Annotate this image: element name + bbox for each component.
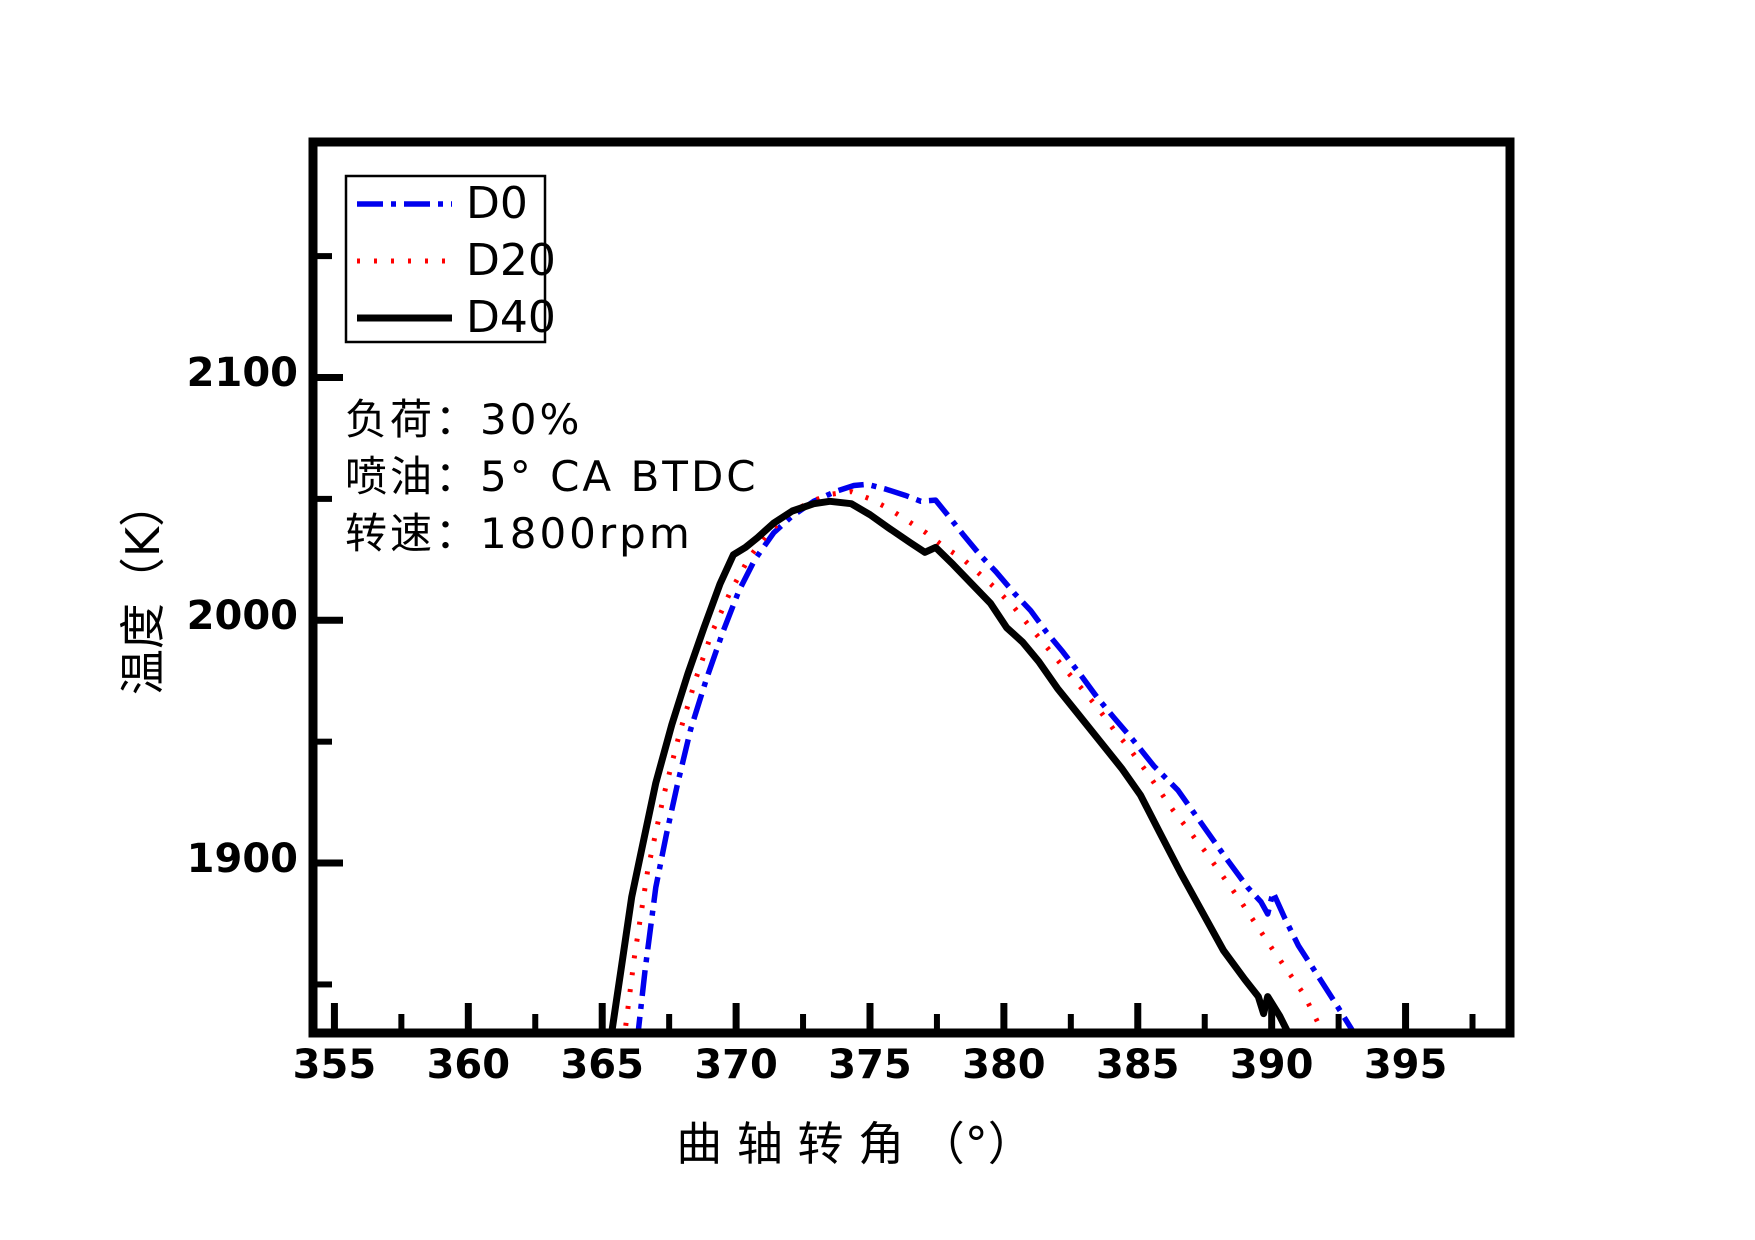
y-tick-label: 2000 (186, 593, 298, 640)
x-tick-label: 395 (1363, 1042, 1448, 1088)
plot-border (308, 137, 1515, 1038)
x-tick-label: 385 (1096, 1042, 1180, 1088)
x-tick-label: 370 (694, 1042, 778, 1088)
y-tick-label: 2100 (186, 350, 298, 397)
legend-label-d0: D0 (466, 178, 528, 229)
legend-label-d40: D40 (466, 292, 556, 343)
series-d40-line (608, 497, 1293, 1033)
annotation-injection: 喷油：5° CA BTDC (345, 452, 759, 501)
legend-label-d20: D20 (466, 235, 556, 286)
x-tick-label: 355 (292, 1042, 377, 1088)
series-d20-line (622, 489, 1326, 1033)
x-axis-title: 曲 轴 转 角 （°） (676, 1117, 1034, 1171)
x-tick-label: 375 (828, 1042, 912, 1088)
annotation-load: 负荷：30% (345, 395, 583, 444)
annotation-speed: 转速：1800rpm (345, 509, 693, 558)
x-tick-label: 360 (426, 1042, 511, 1088)
x-tick-label: 365 (560, 1042, 644, 1088)
y-tick-label: 1900 (186, 836, 298, 883)
x-tick-label: 390 (1229, 1042, 1314, 1088)
y-axis-title: 温度（K） (116, 480, 170, 696)
series-d0-line (635, 481, 1358, 1033)
x-tick-label: 380 (962, 1042, 1046, 1088)
